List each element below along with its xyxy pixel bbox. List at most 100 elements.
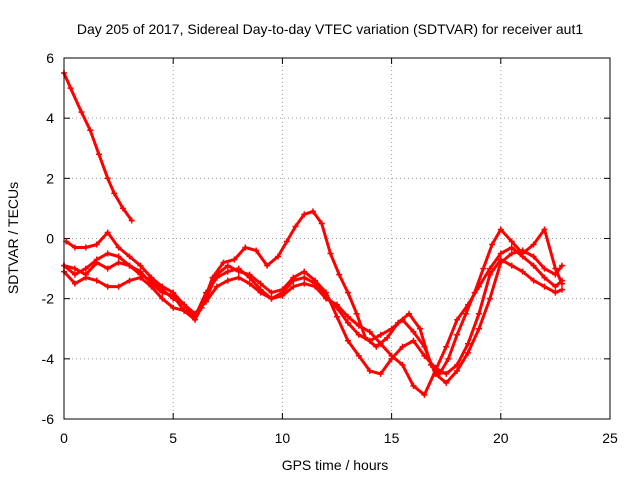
data-point xyxy=(486,295,493,302)
data-point xyxy=(87,127,94,134)
x-tick-label: 5 xyxy=(169,430,177,446)
data-point xyxy=(489,241,496,248)
y-axis-label: SDTVAR / TECUs xyxy=(5,182,21,294)
data-point xyxy=(104,175,111,182)
data-point xyxy=(257,289,264,296)
data-point xyxy=(399,361,406,368)
data-point xyxy=(119,205,126,212)
data-point xyxy=(192,310,199,317)
data-point xyxy=(235,265,242,272)
data-point xyxy=(220,259,227,266)
data-point xyxy=(399,316,406,323)
data-point xyxy=(159,286,166,293)
data-point xyxy=(432,367,439,374)
data-point xyxy=(67,85,74,92)
y-tick-label: -2 xyxy=(42,291,55,307)
chart-title: Day 205 of 2017, Sidereal Day-to-day VTE… xyxy=(77,21,584,37)
data-point xyxy=(344,319,351,326)
data-point xyxy=(253,247,260,254)
series-markers-track-2 xyxy=(63,208,565,377)
data-point xyxy=(530,262,537,269)
data-point xyxy=(301,268,308,275)
data-point xyxy=(93,241,100,248)
data-point xyxy=(465,340,472,347)
data-point xyxy=(421,343,428,350)
x-tick-label: 15 xyxy=(384,430,400,446)
plot-frame xyxy=(63,57,611,420)
series-line-track-1 xyxy=(62,71,134,222)
data-point xyxy=(93,259,100,266)
data-point xyxy=(312,283,319,290)
data-point xyxy=(246,280,253,287)
data-point xyxy=(336,271,343,278)
data-point xyxy=(115,253,122,260)
data-point xyxy=(82,244,89,251)
data-point xyxy=(384,334,391,341)
data-point xyxy=(541,226,548,233)
data-point xyxy=(292,223,299,230)
data-point xyxy=(82,271,89,278)
data-point xyxy=(327,250,334,257)
x-tick-label: 10 xyxy=(275,430,291,446)
data-point xyxy=(170,295,177,302)
data-point xyxy=(301,211,308,218)
y-tick-label: 6 xyxy=(46,50,54,66)
data-point xyxy=(454,316,461,323)
x-tick-labels: 0 5 10 15 20 25 xyxy=(60,430,618,446)
data-point xyxy=(181,307,188,314)
data-point xyxy=(334,313,340,320)
data-point xyxy=(148,277,155,284)
data-point xyxy=(443,343,450,350)
data-point xyxy=(443,379,450,386)
data-point xyxy=(416,325,423,332)
data-point xyxy=(82,265,89,272)
data-point xyxy=(115,283,122,290)
x-tick-label: 25 xyxy=(602,430,618,446)
data-point xyxy=(224,277,231,284)
y-tick-labels: -6 -4 -2 0 2 4 6 xyxy=(42,50,55,427)
data-point xyxy=(323,295,330,302)
data-point xyxy=(126,277,133,284)
data-point xyxy=(410,337,417,344)
series-markers-track-5 xyxy=(61,244,565,398)
data-point xyxy=(104,229,111,236)
data-point xyxy=(454,331,461,338)
data-point xyxy=(410,328,417,335)
data-point xyxy=(181,301,188,308)
data-point xyxy=(115,259,122,266)
data-point xyxy=(558,286,565,293)
data-point xyxy=(475,310,482,317)
data-point xyxy=(257,280,264,287)
data-point xyxy=(128,217,135,224)
data-point xyxy=(111,190,118,197)
data-point xyxy=(159,295,166,302)
data-point xyxy=(202,298,209,305)
data-point xyxy=(552,271,559,278)
data-point xyxy=(246,274,253,281)
data-point xyxy=(126,253,133,260)
data-point xyxy=(445,355,452,362)
data-point xyxy=(78,109,85,116)
data-point xyxy=(344,313,351,320)
series-markers-track-4 xyxy=(61,247,565,386)
data-point xyxy=(519,247,526,254)
data-point xyxy=(530,241,537,248)
x-tick-label: 20 xyxy=(493,430,509,446)
data-point xyxy=(71,271,78,278)
data-point xyxy=(104,283,111,290)
data-point xyxy=(552,265,559,272)
data-point xyxy=(486,265,493,272)
data-point xyxy=(137,262,144,269)
data-point xyxy=(115,244,122,251)
data-point xyxy=(224,268,231,275)
data-point xyxy=(377,340,384,347)
data-point xyxy=(552,283,559,290)
data-point xyxy=(71,244,78,251)
y-tick-label: -4 xyxy=(42,351,55,367)
data-point xyxy=(366,328,373,335)
data-point xyxy=(231,256,238,263)
data-point xyxy=(508,250,515,257)
data-point xyxy=(235,274,242,281)
data-point xyxy=(462,310,469,317)
data-point xyxy=(224,262,231,269)
